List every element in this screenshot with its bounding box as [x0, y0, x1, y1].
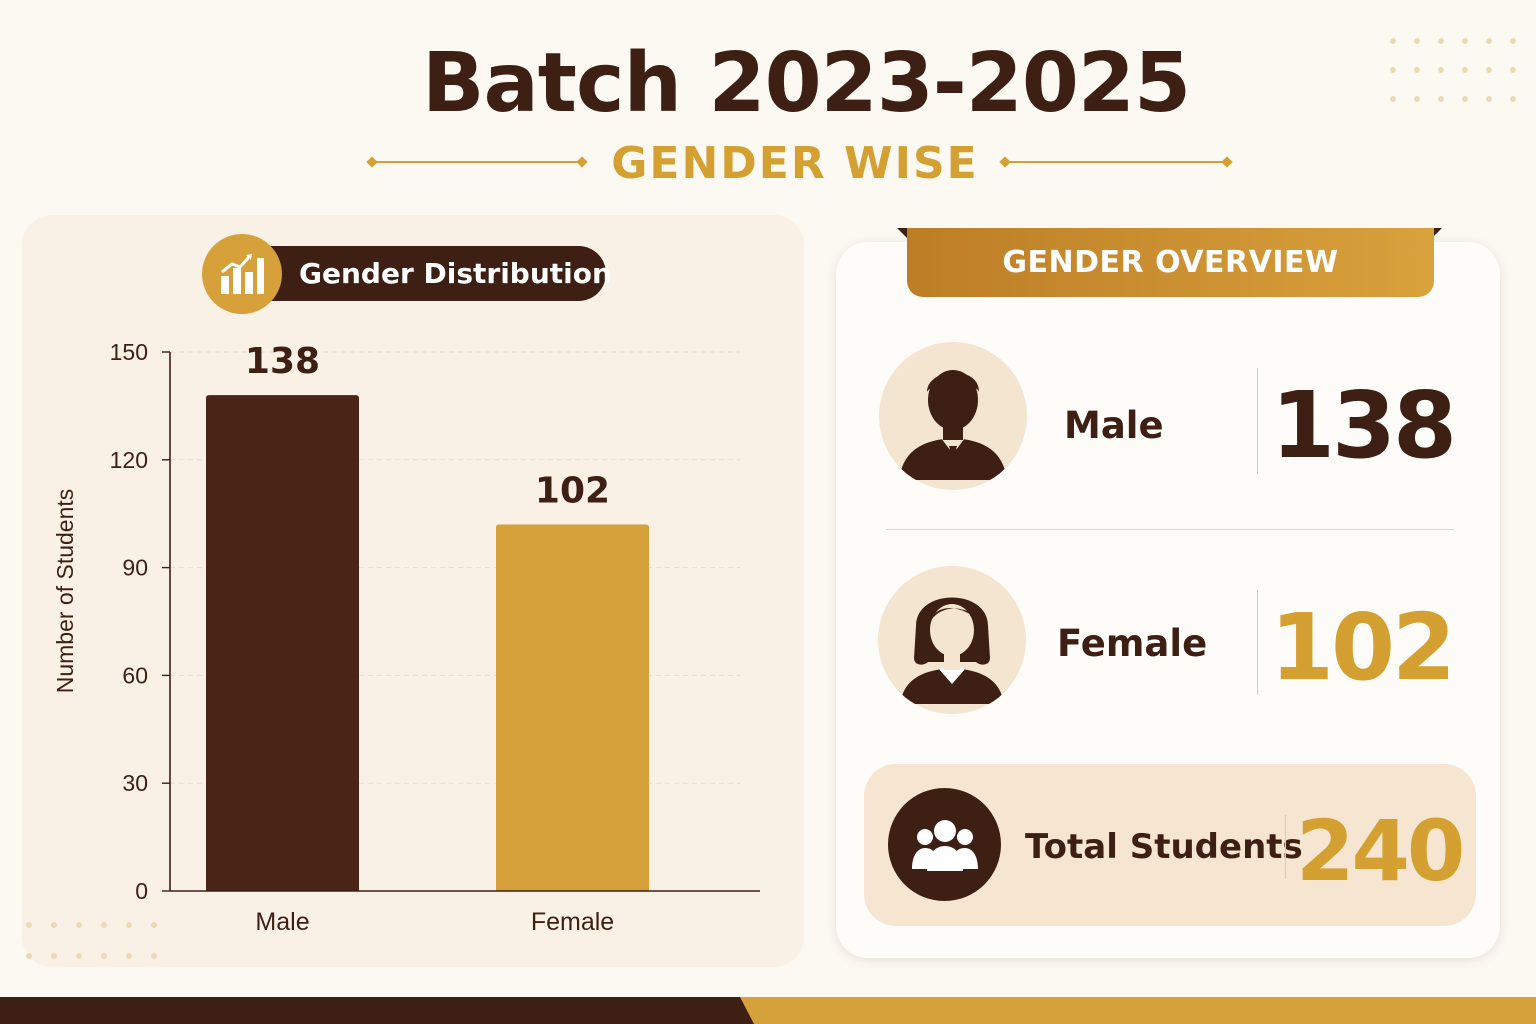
y-tick-label: 120: [110, 447, 148, 473]
female-person-icon: [878, 566, 1026, 714]
total-students-label: Total Students: [1025, 827, 1303, 867]
male-label: Male: [1064, 404, 1164, 447]
male-person-icon: [879, 342, 1027, 490]
chart-axes: [169, 352, 760, 892]
footer-band-gold: [740, 997, 1536, 1024]
subtitle-rule-right: [1005, 161, 1227, 163]
y-tick-label: 0: [135, 878, 148, 904]
data-label-female: 102: [535, 470, 610, 511]
decorative-dots-top-right: [1390, 38, 1516, 102]
male-count: 138: [1270, 372, 1457, 479]
vertical-divider: [1285, 815, 1286, 879]
female-label: Female: [1057, 622, 1208, 665]
page-subtitle: GENDER WISE: [611, 138, 979, 189]
bar-female: [496, 524, 649, 891]
row-divider: [886, 529, 1454, 530]
decorative-dots-bottom-left: [26, 922, 157, 959]
x-tick-label: Male: [255, 908, 309, 936]
page-title: Batch 2023-2025: [421, 36, 1191, 131]
y-tick-label: 60: [122, 662, 148, 688]
bar-chart: 0 30 60 90 120 150 138 Male 102 Female Number of …: [52, 339, 760, 936]
data-label-male: 138: [245, 341, 320, 382]
chart-title: Gender Distribution: [299, 257, 612, 290]
y-tick-label: 90: [122, 555, 148, 581]
female-count: 102: [1270, 594, 1456, 701]
x-tick-label: Female: [531, 908, 614, 936]
overview-ribbon-title: GENDER OVERVIEW: [907, 228, 1434, 297]
chart-labels: 0 30 60 90 120 150 138 Male 102 Female: [110, 339, 615, 936]
chart-bars: [206, 395, 649, 891]
vertical-divider: [1257, 368, 1258, 474]
bar-chart-icon: [202, 234, 282, 314]
bar-male: [206, 395, 359, 891]
chart-panel: [22, 215, 804, 967]
y-tick-label: 30: [122, 770, 148, 796]
ribbon-fold-left: [897, 228, 909, 240]
vertical-divider: [1257, 590, 1258, 695]
y-tick-label: 150: [110, 339, 148, 365]
total-students-count: 240: [1296, 802, 1465, 900]
subtitle-rule-left: [372, 161, 582, 163]
group-icon: [888, 788, 1001, 901]
y-axis-label: Number of Students: [52, 489, 78, 694]
